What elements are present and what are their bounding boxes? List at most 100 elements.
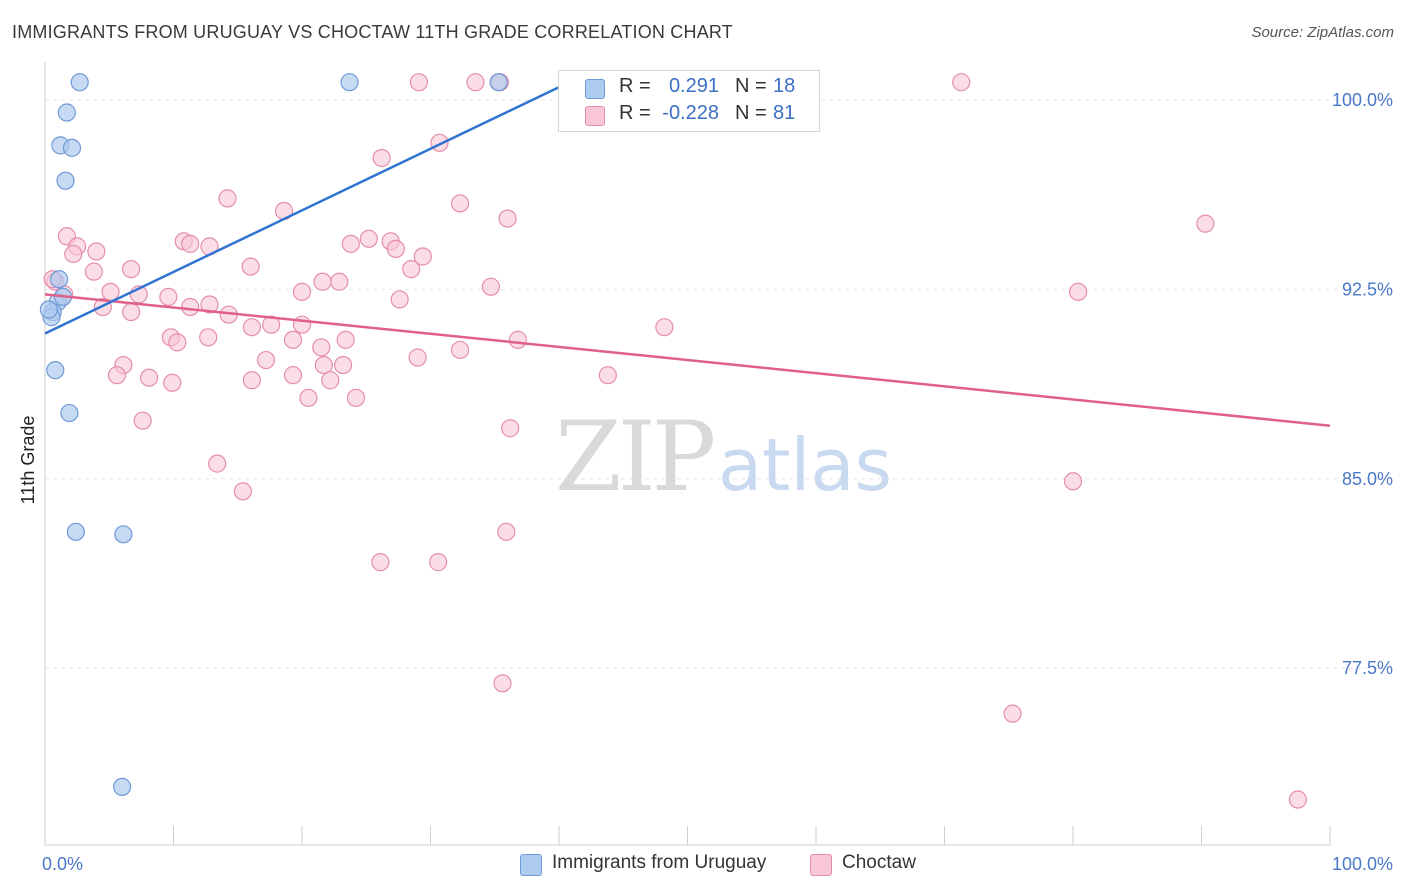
data-point-choctaw [84, 262, 103, 281]
legend-item-uruguay[interactable]: Immigrants from Uruguay [520, 852, 780, 878]
trend-line-choctaw [44, 293, 1331, 427]
legend-swatch-choctaw [585, 106, 605, 126]
data-point-choctaw [952, 73, 971, 92]
tick-labels: 77.5% 85.0% 92.5% 100.0% 0.0% 100.0% [42, 90, 1393, 874]
legend-swatch-choctaw [810, 854, 832, 876]
data-point-choctaw [450, 194, 470, 213]
data-point-uruguay [489, 73, 508, 92]
data-point-choctaw [321, 371, 340, 390]
axes [44, 62, 1331, 846]
legend-swatch-uruguay [585, 79, 605, 99]
r-label: R = [619, 102, 651, 124]
n-label: N = [735, 102, 767, 124]
data-point-choctaw [429, 553, 448, 572]
watermark-atlas: atlas [718, 423, 892, 507]
trend-lines [44, 81, 1331, 427]
data-point-choctaw [242, 371, 261, 390]
data-point-choctaw [314, 355, 333, 375]
data-point-choctaw [292, 282, 312, 301]
watermark-zip: ZIP [555, 401, 714, 513]
data-point-uruguay [340, 73, 359, 92]
data-point-choctaw [133, 411, 152, 430]
legend-swatch-uruguay [520, 854, 542, 876]
data-point-choctaw [299, 388, 318, 408]
data-point-choctaw [262, 315, 281, 334]
data-point-uruguay [50, 270, 69, 289]
r-value: -0.228 [662, 102, 719, 124]
data-point-choctaw [181, 297, 200, 317]
data-point-choctaw [292, 315, 312, 334]
data-point-choctaw [481, 277, 500, 296]
data-point-choctaw [233, 482, 252, 501]
data-point-choctaw [312, 338, 331, 357]
data-point-choctaw [409, 73, 429, 92]
data-point-choctaw [121, 302, 141, 322]
data-point-choctaw [163, 373, 182, 392]
y-tick-label: 92.5% [1342, 279, 1393, 299]
legend-item-choctaw[interactable]: Choctaw [810, 852, 930, 878]
data-point-choctaw [121, 260, 141, 279]
data-point-choctaw [208, 454, 227, 473]
y-tick-label: 100.0% [1332, 90, 1393, 110]
r-label: R = [619, 75, 651, 97]
gridlines [45, 99, 1392, 669]
data-point-choctaw [655, 318, 674, 337]
n-value: 18 [773, 75, 796, 97]
data-point-choctaw [386, 239, 405, 259]
data-point-choctaw [508, 330, 527, 349]
y-axis-label: 11th Grade [18, 416, 38, 505]
data-point-choctaw [390, 290, 409, 309]
data-point-choctaw [1003, 704, 1022, 723]
y-tick-label: 77.5% [1342, 658, 1393, 678]
data-point-uruguay [56, 171, 75, 190]
data-point-choctaw [1063, 472, 1083, 491]
uruguay-points [39, 73, 508, 797]
data-point-choctaw [359, 229, 378, 248]
data-point-choctaw [413, 247, 432, 266]
data-point-choctaw [241, 257, 260, 276]
data-point-uruguay [114, 525, 133, 544]
data-point-choctaw [199, 328, 218, 347]
data-point-choctaw [450, 340, 470, 360]
data-point-choctaw [256, 350, 276, 370]
data-point-choctaw [181, 234, 200, 253]
data-point-choctaw [330, 272, 349, 291]
chart-title: IMMIGRANTS FROM URUGUAY VS CHOCTAW 11TH … [12, 22, 733, 42]
data-point-choctaw [64, 244, 83, 264]
source-label: Source: ZipAtlas.com [1251, 24, 1394, 41]
data-point-choctaw [371, 553, 390, 572]
data-point-choctaw [101, 282, 120, 301]
data-point-choctaw [1069, 282, 1088, 301]
data-point-uruguay [39, 300, 58, 319]
n-label: N = [735, 75, 767, 97]
data-point-choctaw [493, 674, 512, 693]
legend-label-choctaw: Choctaw [842, 852, 916, 873]
data-point-choctaw [87, 242, 106, 261]
watermark: ZIP atlas [555, 401, 892, 513]
data-point-uruguay [112, 777, 132, 797]
data-point-choctaw [139, 368, 159, 387]
data-point-uruguay [66, 522, 85, 541]
data-point-choctaw [466, 73, 485, 92]
stats-row-uruguay: R = 0.291 N = 18 [559, 75, 819, 101]
data-point-uruguay [62, 138, 82, 157]
legend-label-uruguay: Immigrants from Uruguay [552, 852, 767, 873]
data-point-choctaw [346, 388, 366, 408]
x-tick-label-min: 0.0% [42, 854, 83, 874]
data-point-choctaw [498, 209, 517, 228]
data-point-choctaw [408, 348, 427, 367]
data-point-choctaw [159, 287, 178, 306]
data-point-choctaw [107, 366, 127, 385]
x-tick-label-max: 100.0% [1332, 854, 1393, 874]
data-point-choctaw [501, 419, 520, 438]
data-point-choctaw [334, 355, 353, 375]
data-point-uruguay [60, 403, 79, 423]
stats-legend: R = 0.291 N = 18 R = -0.228 N = 81 [558, 70, 820, 132]
data-point-choctaw [313, 272, 332, 291]
trend-line-uruguay [44, 81, 570, 335]
stats-row-choctaw: R = -0.228 N = 81 [559, 102, 819, 128]
data-point-choctaw [168, 333, 187, 352]
n-value: 81 [773, 102, 796, 124]
data-point-uruguay [57, 103, 76, 122]
